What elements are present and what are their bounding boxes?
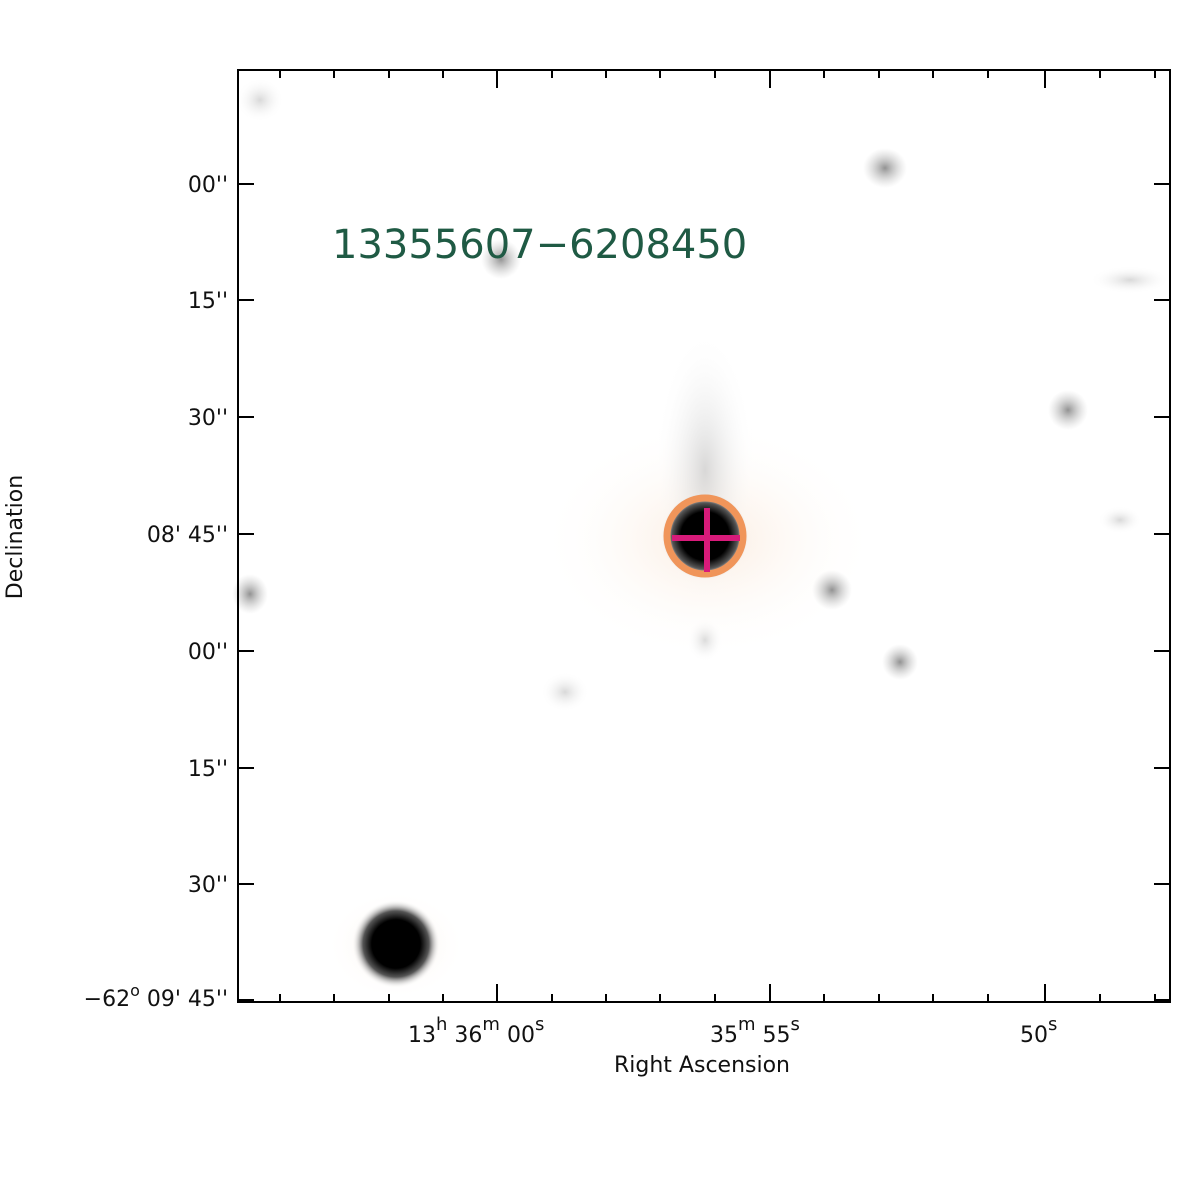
star-right-mid-faint bbox=[1048, 390, 1088, 430]
faint-blotch bbox=[541, 672, 589, 712]
dec-tick-label: 00'' bbox=[188, 640, 228, 665]
star-upper-faint bbox=[481, 239, 521, 279]
star-lower-right-faint bbox=[882, 644, 918, 680]
ra-ticks bbox=[279, 70, 1156, 1002]
dec-tick-label-full: −62o 09' 45'' bbox=[84, 981, 228, 1012]
ra-tick-label-3: 50s bbox=[1020, 1014, 1057, 1048]
star-bright-lower-left bbox=[352, 900, 440, 988]
target-marker-ring bbox=[663, 494, 747, 578]
source-label: 13355607−6208450 bbox=[332, 222, 747, 268]
faint-blotch bbox=[863, 148, 907, 188]
dec-tick-label: 15'' bbox=[188, 757, 228, 782]
dec-tick-label: 00'' bbox=[188, 173, 228, 198]
faint-blotch bbox=[1098, 506, 1142, 534]
dec-tick-label: 30'' bbox=[188, 406, 228, 431]
dec-tick-label: 30'' bbox=[188, 873, 228, 898]
sky-field bbox=[232, 70, 1170, 1002]
ra-tick-label-2: 35m 55s bbox=[710, 1014, 800, 1048]
ra-tick-label-1: 13h 36m 00s bbox=[408, 1014, 544, 1048]
dec-tick-label: 15'' bbox=[188, 289, 228, 314]
dec-tick-label: 08' 45'' bbox=[147, 523, 228, 548]
plot-frame bbox=[237, 69, 1171, 1003]
star-near-target-faint bbox=[812, 570, 852, 610]
dec-ticks bbox=[238, 183, 1170, 1001]
x-axis-title: Right Ascension bbox=[614, 1053, 790, 1078]
y-axis-title: Declination bbox=[3, 475, 28, 599]
faint-blotch bbox=[1090, 266, 1170, 294]
faint-blotch bbox=[236, 78, 284, 122]
faint-blotch bbox=[232, 574, 268, 614]
